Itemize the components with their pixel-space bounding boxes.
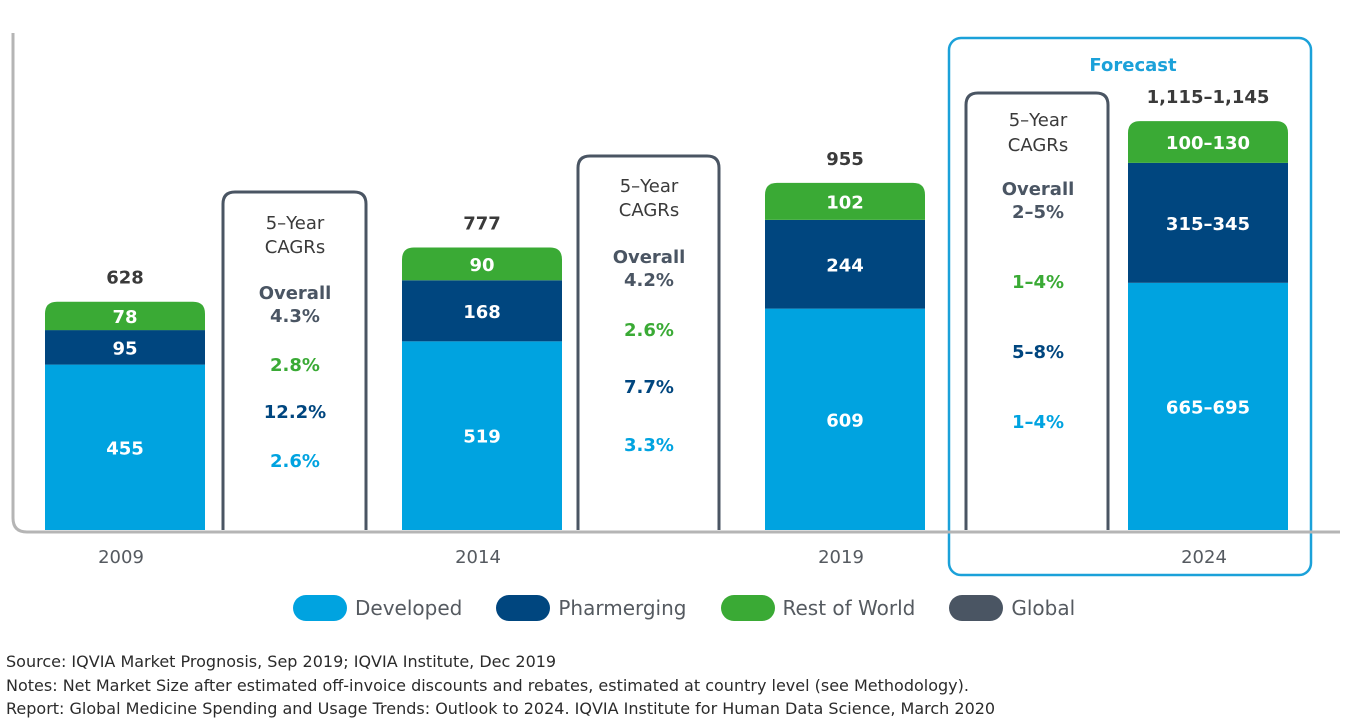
cagr-overall-label: Overall	[259, 283, 332, 304]
legend-item-developed: Developed	[293, 595, 462, 621]
cagr-overall-value: 2–5%	[1012, 202, 1064, 223]
bar-pharmerging	[402, 280, 562, 342]
notes-note: Notes: Net Market Size after estimated o…	[6, 675, 969, 695]
cagr-box	[576, 154, 721, 530]
bar-pharmerging	[45, 330, 205, 365]
bar-value-label: 519	[463, 427, 501, 448]
bar-value-label: 609	[826, 410, 864, 431]
axis-line	[11, 33, 1340, 534]
legend-label: Rest of World	[782, 596, 916, 620]
bar-pharmerging	[1128, 162, 1288, 283]
cagr-rest-of-world: 1–4%	[1012, 272, 1064, 293]
bar-value-label: 100–130	[1166, 133, 1250, 154]
x-tick-label: 2014	[455, 547, 501, 568]
bar-rest-of-world	[1128, 121, 1288, 163]
legend-swatch-global	[949, 595, 1004, 621]
cagr-title: 5–Year	[266, 213, 325, 234]
bar-pharmerging	[765, 219, 925, 309]
bar-developed	[402, 341, 562, 530]
footnotes: Source: IQVIA Market Prognosis, Sep 2019…	[6, 650, 995, 721]
bar-value-label: 665–695	[1166, 397, 1250, 418]
legend-label: Global	[1011, 596, 1076, 620]
cagr-overall-value: 4.2%	[624, 270, 674, 291]
legend: Developed Pharmerging Rest of World Glob…	[293, 595, 1109, 621]
chart: Forecast 455 95 78 628 2009 519 168 90 777 2014 609…	[11, 33, 1340, 577]
report-note: Report: Global Medicine Spending and Usa…	[6, 699, 996, 718]
bar-value-label: 315–345	[1166, 214, 1250, 235]
cagr-pharmerging: 12.2%	[264, 402, 326, 423]
bar-value-label: 78	[112, 307, 137, 328]
forecast-frame	[947, 36, 1313, 577]
cagr-overall-value: 4.3%	[270, 306, 320, 327]
bar-developed	[45, 364, 205, 530]
bar-total-label: 955	[826, 149, 864, 170]
bar-total-label: 777	[463, 214, 501, 235]
x-tick-label: 2024	[1181, 547, 1227, 568]
cagr-title: CAGRs	[1008, 135, 1068, 156]
forecast-label: Forecast	[1089, 55, 1177, 76]
cagr-pharmerging: 7.7%	[624, 377, 674, 398]
cagr-rest-of-world: 2.6%	[624, 320, 674, 341]
cagr-developed: 1–4%	[1012, 412, 1064, 433]
bar-developed	[765, 308, 925, 530]
cagr-developed: 2.6%	[270, 451, 320, 472]
x-tick-label: 2019	[818, 547, 864, 568]
cagr-pharmerging: 5–8%	[1012, 342, 1064, 363]
cagr-overall-label: Overall	[613, 247, 686, 268]
legend-item-pharmerging: Pharmerging	[496, 595, 687, 621]
cagr-title: CAGRs	[265, 237, 325, 258]
legend-swatch-developed	[293, 595, 347, 621]
legend-item-global: Global	[949, 595, 1075, 621]
legend-label: Pharmerging	[558, 596, 687, 620]
cagr-rest-of-world: 2.8%	[270, 355, 320, 376]
bar-value-label: 90	[469, 255, 494, 276]
bar-rest-of-world	[45, 301, 205, 331]
cagr-title: 5–Year	[620, 176, 679, 197]
bar-total-label: 1,115–1,145	[1147, 87, 1270, 108]
source-note: Source: IQVIA Market Prognosis, Sep 2019…	[6, 652, 557, 671]
bar-total-label: 628	[106, 268, 144, 289]
bar-rest-of-world	[765, 182, 925, 220]
bar-value-label: 95	[112, 338, 137, 359]
legend-swatch-pharmerging	[496, 595, 551, 621]
cagr-overall-label: Overall	[1002, 179, 1075, 200]
cagr-developed: 3.3%	[624, 435, 674, 456]
bar-rest-of-world	[402, 247, 562, 281]
cagr-title: 5–Year	[1009, 110, 1068, 131]
cagr-box	[221, 190, 368, 530]
bar-value-label: 168	[463, 302, 501, 323]
bar-developed	[1128, 282, 1288, 530]
legend-label: Developed	[355, 596, 463, 620]
cagr-title: CAGRs	[619, 200, 679, 221]
bar-value-label: 244	[826, 255, 864, 276]
cagr-box	[964, 91, 1110, 530]
legend-swatch-rest-of-world	[720, 595, 775, 621]
bar-value-label: 102	[826, 192, 864, 213]
x-tick-label: 2009	[98, 547, 144, 568]
legend-item-rest-of-world: Rest of World	[720, 595, 916, 621]
bar-value-label: 455	[106, 438, 144, 459]
